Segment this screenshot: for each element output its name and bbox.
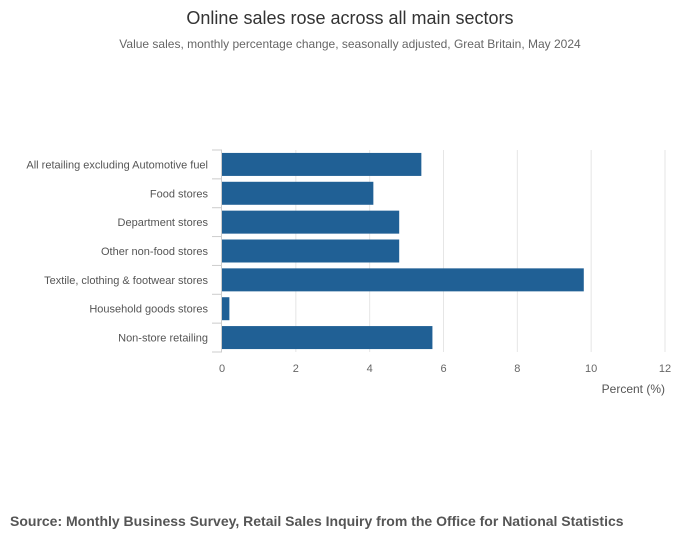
x-tick-label-0: 0 [219, 363, 225, 375]
x-tick-label-6: 12 [659, 363, 671, 375]
bar-0 [222, 152, 422, 176]
category-label-1: Food stores [150, 188, 209, 200]
category-label-0: All retailing excluding Automotive fuel [26, 159, 208, 171]
category-label-3: Other non-food stores [101, 246, 209, 258]
x-tick-label-5: 10 [585, 363, 597, 375]
x-tick-label-2: 4 [367, 363, 373, 375]
bar-6 [222, 326, 433, 350]
chart-title: Online sales rose across all main sector… [186, 8, 514, 28]
bar-4 [222, 268, 584, 292]
bar-3 [222, 239, 400, 263]
chart-subtitle: Value sales, monthly percentage change, … [119, 37, 581, 51]
bar-chart: All retailing excluding Automotive fuel F… [26, 149, 671, 396]
category-label-6: Non-store retailing [118, 333, 208, 345]
x-tick-label-1: 2 [293, 363, 299, 375]
x-axis-title: Percent (%) [602, 382, 665, 396]
bar-2 [222, 210, 400, 234]
source-note: Source: Monthly Business Survey, Retail … [10, 513, 624, 529]
category-label-5: Household goods stores [89, 304, 208, 316]
category-label-2: Department stores [118, 217, 209, 229]
category-label-4: Textile, clothing & footwear stores [44, 275, 208, 287]
bar-5 [222, 297, 230, 321]
bar-1 [222, 181, 374, 205]
x-tick-label-4: 8 [514, 363, 520, 375]
x-tick-label-3: 6 [440, 363, 446, 375]
